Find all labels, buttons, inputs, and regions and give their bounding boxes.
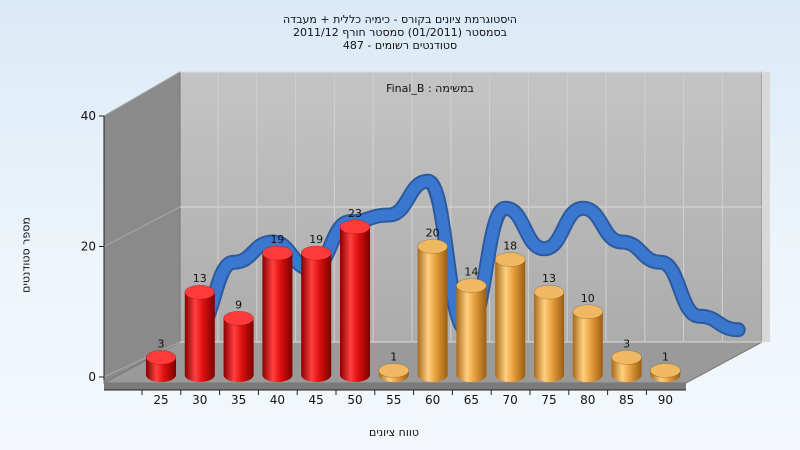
bars: 3 13 9 19 19 23 1 20 14 18 13 10 3 1 xyxy=(145,207,681,382)
bar-value-label: 13 xyxy=(542,272,556,285)
x-tick-label: 40 xyxy=(270,393,285,407)
bar-body xyxy=(611,357,642,382)
bar-40: 19 xyxy=(262,233,293,382)
chart-subtitle-students: 487 - סטודנטים רשומים xyxy=(342,39,458,52)
bar-75: 13 xyxy=(533,272,565,382)
task-annotation: Final_B : במשימה xyxy=(386,82,474,95)
y-tick-label: 20 xyxy=(81,240,96,254)
bar-body xyxy=(301,253,332,382)
bar-body xyxy=(184,292,215,382)
bar-top xyxy=(145,350,177,365)
x-tick-label: 85 xyxy=(619,393,634,407)
bar-45: 19 xyxy=(300,233,332,382)
bar-top xyxy=(572,304,604,320)
x-tick-label: 50 xyxy=(347,393,362,407)
bar-65: 14 xyxy=(456,266,487,382)
bar-top xyxy=(417,239,448,254)
right-edge xyxy=(762,72,770,342)
bar-85: 3 xyxy=(611,337,642,382)
bar-50: 23 xyxy=(339,207,371,382)
axes: 0 20 40 25 30 35 40 45 50 55 60 65 70 75 80 85 90 xyxy=(81,109,686,407)
chart-subtitle-semester: בסמסטר (01/2011) סמסטר חורף 2011/12 xyxy=(293,26,507,39)
x-tick-label: 30 xyxy=(192,393,207,407)
bar-body xyxy=(456,285,487,382)
bar-body xyxy=(495,259,526,382)
bar-value-label: 19 xyxy=(309,233,323,246)
bar-body xyxy=(572,311,603,382)
x-tick-label: 70 xyxy=(503,393,518,407)
bar-value-label: 3 xyxy=(623,337,630,350)
bar-top xyxy=(650,363,681,378)
bar-body xyxy=(417,246,448,382)
x-tick-label: 90 xyxy=(658,393,673,407)
x-tick-label: 80 xyxy=(580,393,595,407)
bar-value-label: 18 xyxy=(503,240,517,253)
bar-value-label: 9 xyxy=(235,298,242,311)
bar-top xyxy=(300,245,332,261)
x-tick-label: 75 xyxy=(541,393,556,407)
bar-body xyxy=(146,357,176,382)
bar-value-label: 1 xyxy=(390,350,397,363)
chart-title: היסטוגרמת ציונים בקורס - כימיה כללית + מ… xyxy=(283,13,517,26)
bar-25: 3 xyxy=(145,337,177,382)
bar-value-label: 10 xyxy=(581,292,595,305)
bar-top xyxy=(456,278,487,293)
x-tick-label: 55 xyxy=(386,393,401,407)
bar-70: 18 xyxy=(494,240,526,382)
bar-value-label: 19 xyxy=(270,233,284,246)
bar-top xyxy=(339,219,371,235)
bar-body xyxy=(340,226,370,382)
x-tick-label: 35 xyxy=(231,393,246,407)
bar-top xyxy=(223,310,254,326)
bar-body xyxy=(262,253,293,382)
bar-value-label: 3 xyxy=(158,337,165,350)
bar-value-label: 14 xyxy=(464,266,478,279)
x-tick-label: 65 xyxy=(464,393,479,407)
bar-top xyxy=(494,252,526,267)
bar-35: 9 xyxy=(223,298,254,382)
bar-value-label: 13 xyxy=(193,272,207,285)
floor-front-edge xyxy=(104,383,686,390)
bar-top xyxy=(611,350,642,365)
bar-80: 10 xyxy=(572,292,604,382)
bar-value-label: 23 xyxy=(348,207,362,220)
bar-body xyxy=(534,292,564,382)
x-tick-label: 45 xyxy=(309,393,324,407)
x-tick-label: 60 xyxy=(425,393,440,407)
bar-55: 1 xyxy=(378,350,410,382)
bar-top xyxy=(262,245,293,261)
bar-60: 20 xyxy=(417,227,448,382)
bar-top xyxy=(378,363,410,378)
bar-90: 1 xyxy=(650,350,681,382)
bar-top xyxy=(533,284,565,300)
bar-30: 13 xyxy=(184,272,216,382)
y-axis-label: מספר סטודנטים xyxy=(19,217,33,293)
bar-value-label: 20 xyxy=(426,227,440,240)
bar-top xyxy=(184,284,216,300)
x-axis-label: טווח ציונים xyxy=(369,426,419,439)
y-tick-label: 40 xyxy=(81,109,96,123)
x-tick-label: 25 xyxy=(153,393,168,407)
y-tick-label: 0 xyxy=(88,370,96,384)
bar-value-label: 1 xyxy=(662,350,669,363)
bar-body xyxy=(223,318,254,382)
side-wall xyxy=(103,71,181,384)
